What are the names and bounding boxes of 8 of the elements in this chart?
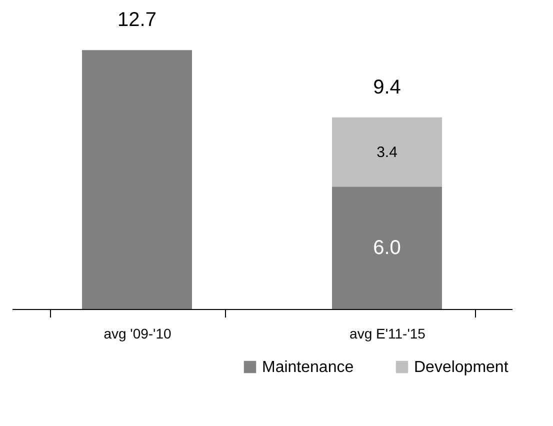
total-label: 12.7 [118,9,156,32]
x-tick-label: avg E'11-'15 [350,326,426,342]
legend-label: Maintenance [262,359,354,376]
legend-label: Development [414,359,509,376]
data-label: 3.4 [376,144,398,162]
data-label: 6.0 [373,236,401,259]
x-tick-label: avg '09-'10 [104,326,172,342]
total-label: 9.4 [373,76,401,98]
